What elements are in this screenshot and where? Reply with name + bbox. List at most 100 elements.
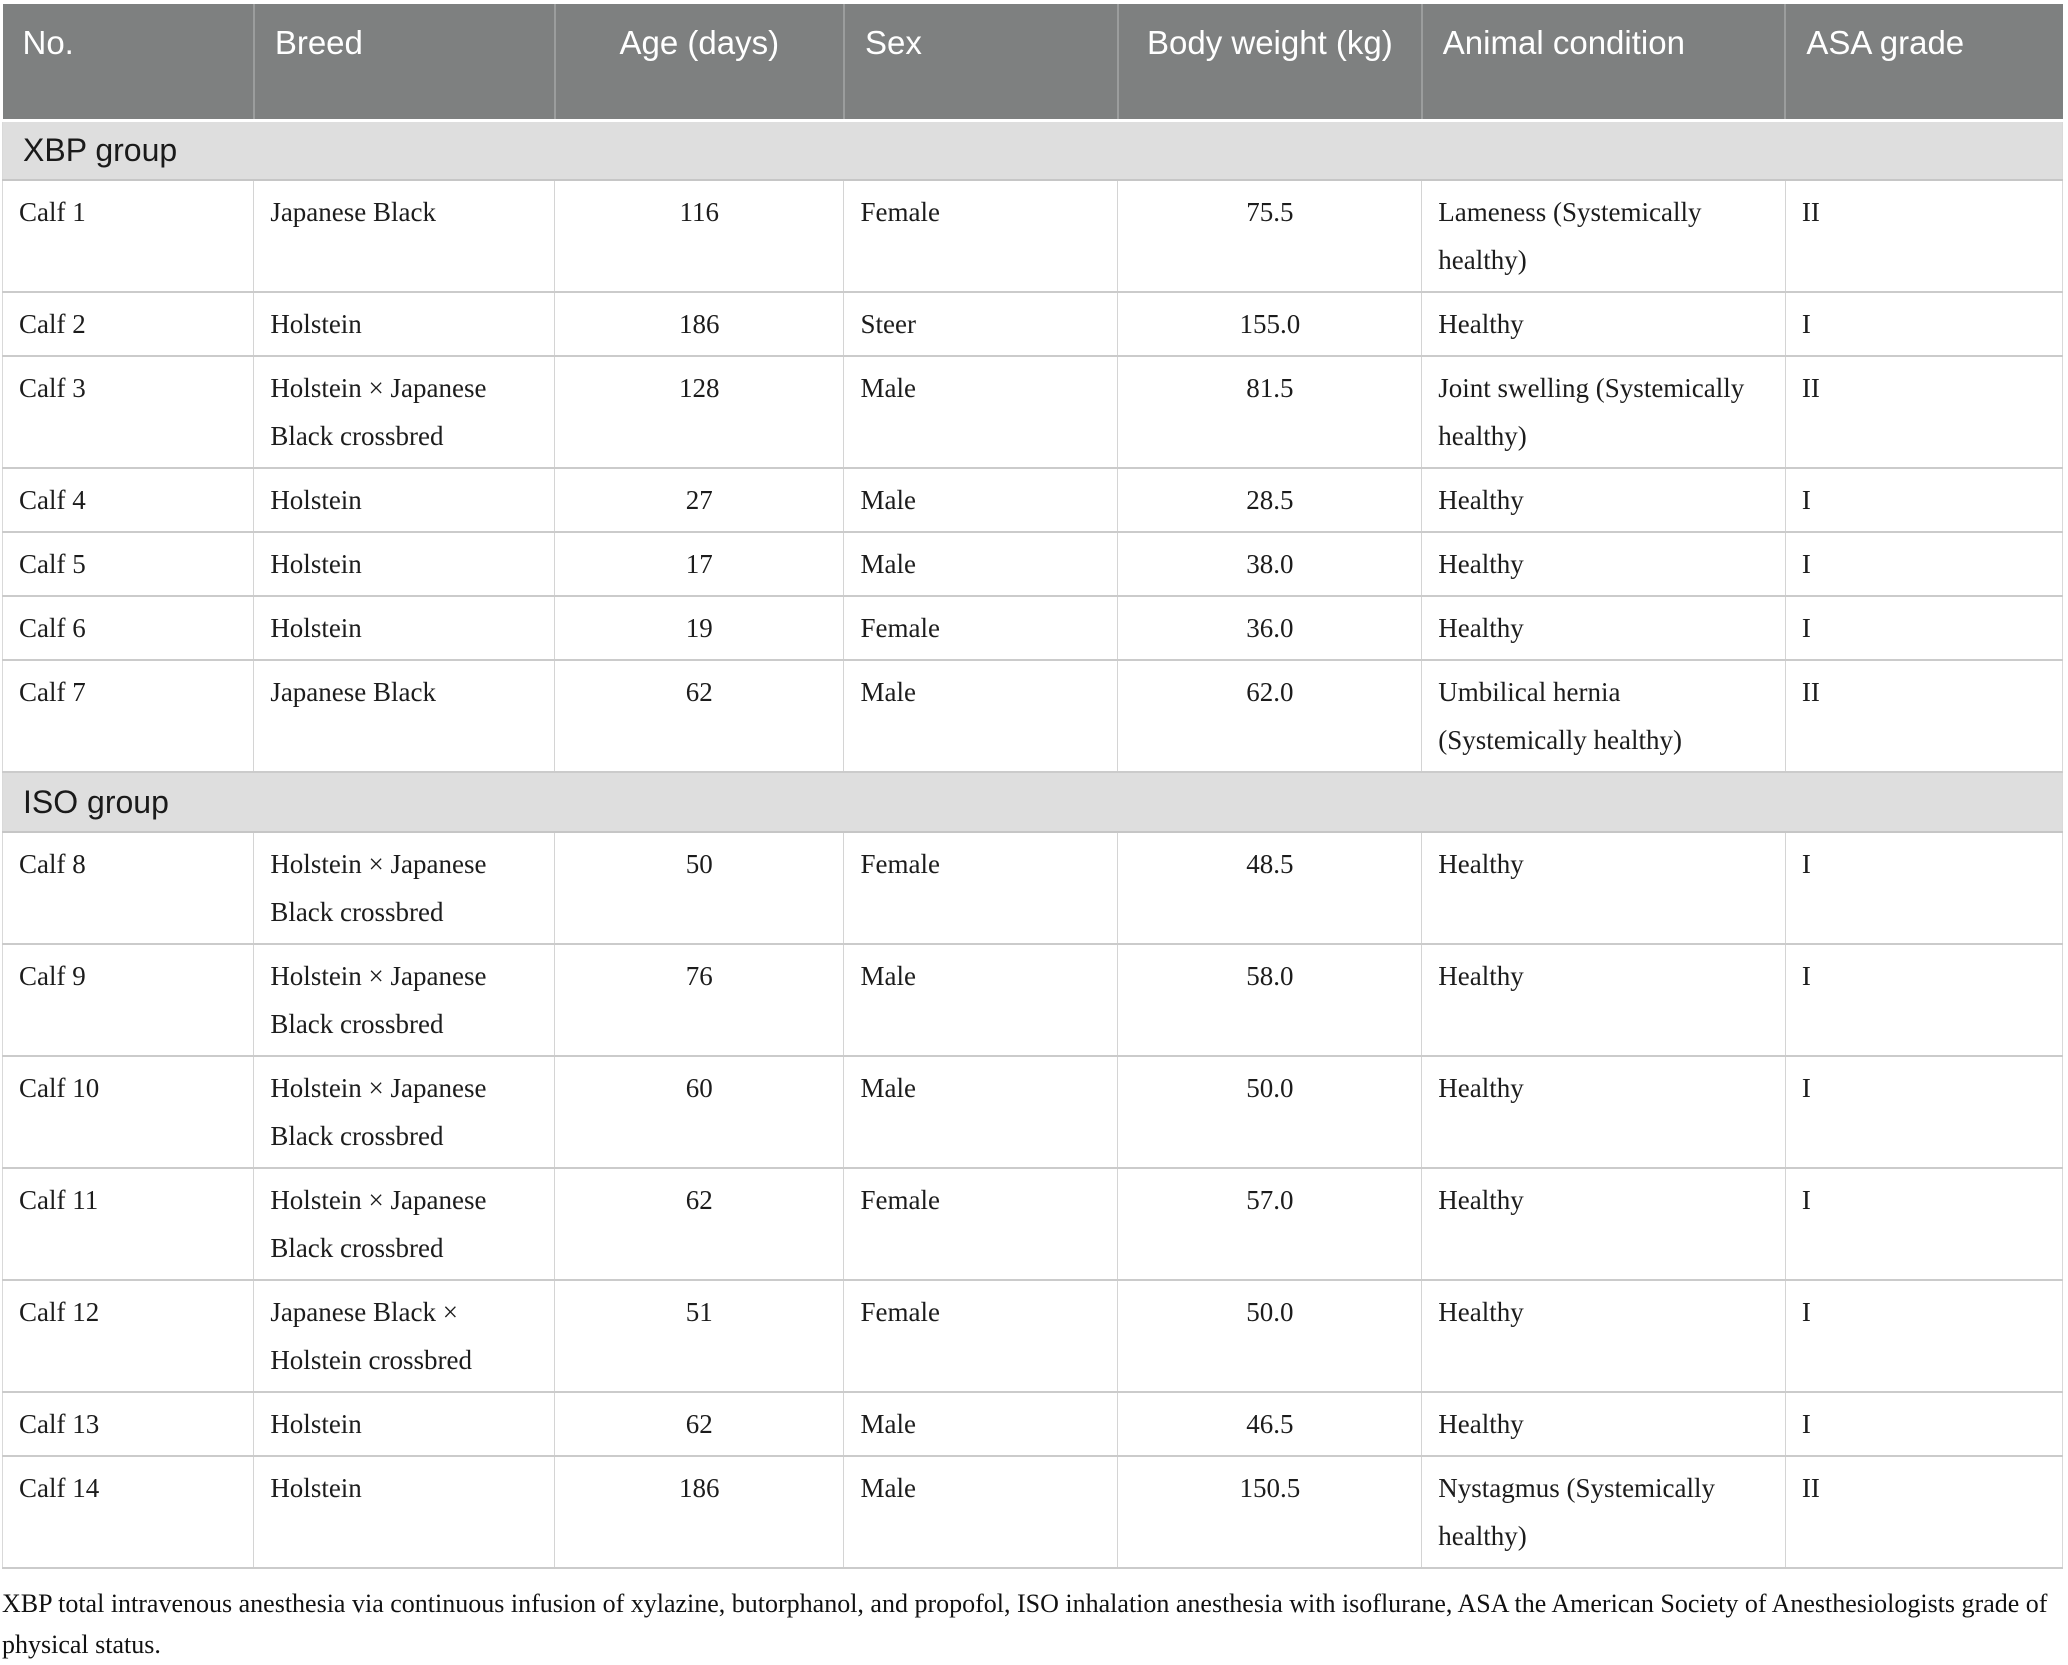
table-row: Calf 5 Holstein 17 Male 38.0 Healthy I <box>1 532 2064 597</box>
cell-weight: 155.0 <box>1117 292 1423 357</box>
cell-breed: Holstein <box>253 532 556 597</box>
table-row: Calf 14 Holstein 186 Male 150.5 Nystagmus (Sy… <box>1 1456 2064 1569</box>
cell-no: Calf 5 <box>1 532 255 597</box>
col-header-age: Age (days) <box>554 4 845 122</box>
cell-breed: Holstein × Japanese Black crossbred <box>253 356 556 469</box>
cell-no: Calf 6 <box>1 596 255 661</box>
cell-asa: I <box>1785 944 2064 1057</box>
cell-asa: I <box>1785 832 2064 945</box>
cell-sex: Male <box>843 356 1119 469</box>
cell-condition: Healthy <box>1421 532 1786 597</box>
col-header-asa: ASA grade <box>1785 4 2063 122</box>
cell-no: Calf 11 <box>1 1168 255 1281</box>
cell-age: 17 <box>554 532 845 597</box>
cell-age: 60 <box>554 1056 845 1169</box>
cell-weight: 28.5 <box>1117 468 1423 533</box>
cell-age: 62 <box>554 660 845 773</box>
table-row: Calf 8 Holstein × Japanese Black crossbre… <box>1 832 2064 945</box>
cell-condition: Lameness (Systemically healthy) <box>1421 180 1786 293</box>
cell-weight: 50.0 <box>1117 1056 1423 1169</box>
cell-age: 76 <box>554 944 845 1057</box>
cell-asa: I <box>1785 292 2064 357</box>
cell-no: Calf 10 <box>1 1056 255 1169</box>
cell-breed: Holstein × Japanese Black crossbred <box>253 1168 556 1281</box>
group-label: XBP group <box>2 120 2063 181</box>
cell-age: 116 <box>554 180 845 293</box>
cell-sex: Female <box>843 596 1119 661</box>
cell-sex: Male <box>843 1056 1119 1169</box>
cell-age: 62 <box>554 1392 845 1457</box>
col-header-sex: Sex <box>843 4 1119 122</box>
cell-breed: Holstein × Japanese Black crossbred <box>253 832 556 945</box>
table-row: Calf 6 Holstein 19 Female 36.0 Healthy I <box>1 596 2064 661</box>
cell-weight: 36.0 <box>1117 596 1423 661</box>
cell-asa: II <box>1785 660 2064 773</box>
table-body: XBP group Calf 1 Japanese Black 116 Female 75… <box>1 120 2064 1569</box>
cell-condition: Healthy <box>1421 596 1786 661</box>
cell-condition: Healthy <box>1421 1168 1786 1281</box>
table-row: Calf 13 Holstein 62 Male 46.5 Healthy I <box>1 1392 2064 1457</box>
cell-asa: II <box>1785 180 2064 293</box>
cell-condition: Healthy <box>1421 468 1786 533</box>
group-band-row: XBP group <box>2 120 2063 181</box>
cell-no: Calf 12 <box>1 1280 255 1393</box>
cell-no: Calf 8 <box>1 832 255 945</box>
cell-condition: Healthy <box>1421 292 1786 357</box>
cell-condition: Joint swelling (Systemically healthy) <box>1421 356 1786 469</box>
cell-asa: II <box>1785 1456 2064 1569</box>
cell-breed: Holstein <box>253 596 556 661</box>
cell-no: Calf 1 <box>1 180 255 293</box>
group-label: ISO group <box>2 772 2063 833</box>
cell-breed: Holstein × Japanese Black crossbred <box>253 1056 556 1169</box>
cell-asa: II <box>1785 356 2064 469</box>
cell-sex: Female <box>843 180 1119 293</box>
cell-breed: Japanese Black × Holstein crossbred <box>253 1280 556 1393</box>
cell-sex: Male <box>843 1392 1119 1457</box>
cell-breed: Japanese Black <box>253 180 556 293</box>
cell-weight: 150.5 <box>1117 1456 1423 1569</box>
cell-age: 19 <box>554 596 845 661</box>
cell-weight: 48.5 <box>1117 832 1423 945</box>
cell-sex: Male <box>843 660 1119 773</box>
table-footnote: XBP total intravenous anesthesia via con… <box>2 1589 2048 1659</box>
table-row: Calf 12 Japanese Black × Holstein crossbr… <box>1 1280 2064 1393</box>
table-row: Calf 3 Holstein × Japanese Black crossbre… <box>1 356 2064 469</box>
cell-age: 128 <box>554 356 845 469</box>
cell-age: 186 <box>554 1456 845 1569</box>
cell-sex: Male <box>843 532 1119 597</box>
cell-asa: I <box>1785 1280 2064 1393</box>
cell-asa: I <box>1785 532 2064 597</box>
cell-age: 27 <box>554 468 845 533</box>
cell-sex: Female <box>843 1280 1119 1393</box>
calves-table: No. Breed Age (days) Sex Body weight (kg… <box>1 4 2064 1569</box>
cell-age: 186 <box>554 292 845 357</box>
cell-asa: I <box>1785 1168 2064 1281</box>
cell-sex: Female <box>843 832 1119 945</box>
cell-sex: Male <box>843 1456 1119 1569</box>
cell-no: Calf 2 <box>1 292 255 357</box>
col-header-condition: Animal condition <box>1421 4 1787 122</box>
cell-asa: I <box>1785 596 2064 661</box>
cell-condition: Umbilical hernia (Systemically healthy) <box>1421 660 1786 773</box>
cell-weight: 50.0 <box>1117 1280 1423 1393</box>
cell-weight: 62.0 <box>1117 660 1423 773</box>
cell-breed: Holstein × Japanese Black crossbred <box>253 944 556 1057</box>
cell-no: Calf 13 <box>1 1392 255 1457</box>
cell-age: 51 <box>554 1280 845 1393</box>
cell-breed: Holstein <box>253 1392 556 1457</box>
cell-weight: 38.0 <box>1117 532 1423 597</box>
cell-no: Calf 7 <box>1 660 255 773</box>
cell-condition: Healthy <box>1421 1056 1786 1169</box>
cell-condition: Healthy <box>1421 832 1786 945</box>
cell-weight: 57.0 <box>1117 1168 1423 1281</box>
table-row: Calf 7 Japanese Black 62 Male 62.0 Umbilical … <box>1 660 2064 773</box>
cell-condition: Nystagmus (Systemically healthy) <box>1421 1456 1786 1569</box>
cell-condition: Healthy <box>1421 1392 1786 1457</box>
header-row: No. Breed Age (days) Sex Body weight (kg… <box>2 4 2063 122</box>
cell-condition: Healthy <box>1421 1280 1786 1393</box>
cell-sex: Female <box>843 1168 1119 1281</box>
cell-breed: Holstein <box>253 1456 556 1569</box>
cell-breed: Holstein <box>253 292 556 357</box>
table-row: Calf 1 Japanese Black 116 Female 75.5 Lamenes… <box>1 180 2064 293</box>
